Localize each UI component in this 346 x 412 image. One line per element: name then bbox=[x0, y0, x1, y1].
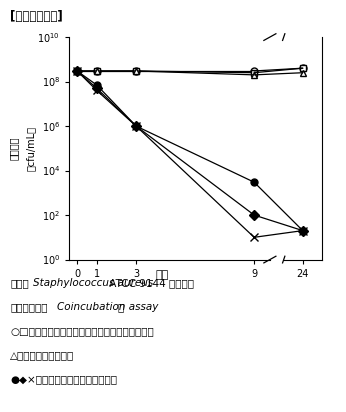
Text: ○□：セイヨウミツバチ蜜（蜜源が異なる蜜）、: ○□：セイヨウミツバチ蜜（蜜源が異なる蜜）、 bbox=[10, 326, 154, 336]
Text: Coincubation assay: Coincubation assay bbox=[57, 302, 158, 312]
Text: Staphylococcus aureus: Staphylococcus aureus bbox=[33, 278, 153, 288]
Text: [具体的データ]: [具体的データ] bbox=[10, 10, 63, 23]
Text: 増殖抑制力（: 増殖抑制力（ bbox=[10, 302, 48, 312]
Text: （cfu/mL）: （cfu/mL） bbox=[26, 126, 36, 171]
Text: ●◆×：ハリナシミツバチ三種の蜜: ●◆×：ハリナシミツバチ三種の蜜 bbox=[10, 374, 117, 384]
Text: 時間: 時間 bbox=[156, 270, 169, 280]
Text: △：オオミツバチ蜜、: △：オオミツバチ蜜、 bbox=[10, 350, 75, 360]
Text: ）: ） bbox=[118, 302, 124, 312]
Text: 生存菌数: 生存菌数 bbox=[9, 136, 19, 160]
Text: ATCC 9144 に対する: ATCC 9144 に対する bbox=[106, 278, 193, 288]
Text: 図１: 図１ bbox=[10, 278, 29, 288]
